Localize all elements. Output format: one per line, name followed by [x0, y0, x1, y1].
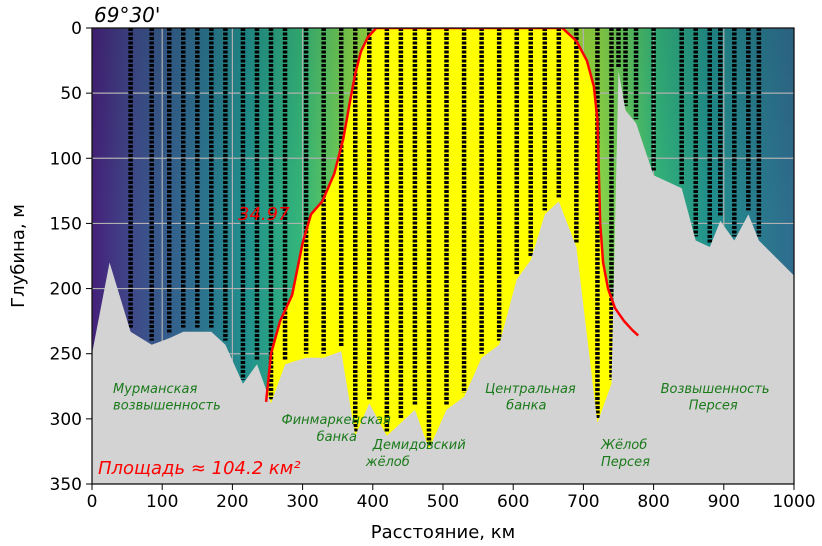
y-tick-label: 0 [71, 19, 82, 39]
y-tick-label: 300 [50, 410, 82, 430]
x-tick-label: 200 [216, 492, 248, 512]
x-axis-title: Расстояние, км [371, 522, 515, 543]
feature-label: Персея [689, 399, 738, 414]
station-profiles [128, 28, 762, 445]
feature-label: Возвышенность [661, 382, 770, 397]
feature-label: банка [506, 399, 546, 414]
y-tick-label: 100 [50, 149, 82, 169]
y-axis-title: Глубина, м [8, 204, 29, 308]
feature-labels: Мурманская возвышенность Финмаркенская банк… [113, 382, 770, 470]
feature-label: Жёлоб [600, 438, 647, 453]
y-axis: 0 50 100 150 200 250 300 350 [50, 19, 92, 495]
y-tick-label: 350 [50, 475, 82, 495]
plot-area [92, 28, 794, 484]
x-tick-label: 900 [708, 492, 740, 512]
x-tick-label: 500 [427, 492, 459, 512]
y-tick-label: 200 [50, 280, 82, 300]
x-tick-label: 0 [87, 492, 98, 512]
feature-label: Мурманская [113, 382, 197, 397]
feature-label: жёлоб [365, 455, 410, 470]
feature-label: Финмаркенская [282, 413, 391, 428]
y-tick-label: 50 [60, 84, 82, 104]
feature-label: банка [317, 430, 357, 445]
seabed [92, 71, 794, 484]
x-tick-label: 800 [637, 492, 669, 512]
x-tick-label: 400 [357, 492, 389, 512]
area-label: Площадь ≈ 104.2 км² [98, 458, 301, 479]
x-tick-label: 100 [146, 492, 178, 512]
y-tick-label: 150 [50, 214, 82, 234]
x-tick-label: 300 [286, 492, 318, 512]
x-tick-label: 700 [567, 492, 599, 512]
x-axis: 0 100 200 300 400 500 600 700 800 900 1000 [87, 484, 816, 512]
feature-label: Демидовский [372, 438, 466, 453]
x-tick-label: 600 [497, 492, 529, 512]
x-tick-label: 1000 [772, 492, 815, 512]
chart-title: 69°30' [94, 3, 160, 27]
feature-label: Персея [601, 455, 650, 470]
y-tick-label: 250 [50, 345, 82, 365]
isoline-label: 34.97 [238, 204, 290, 225]
feature-label: Центральная [485, 382, 576, 397]
feature-label: возвышенность [113, 399, 221, 414]
isoline-34-97 [264, 28, 640, 403]
